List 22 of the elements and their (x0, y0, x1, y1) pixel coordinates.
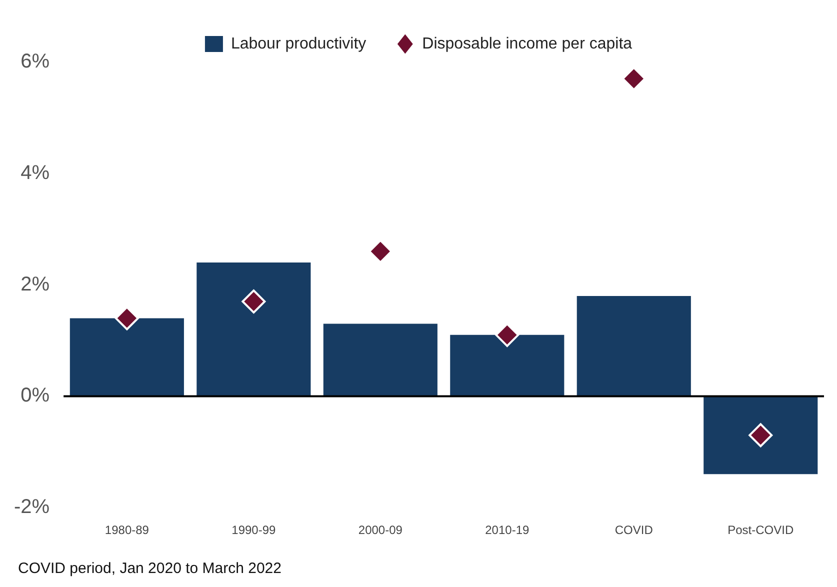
text: COVID period, Jan 2020 to March 2022 (17, 560, 282, 577)
bar (196, 262, 311, 396)
y-tick-label: -2% (14, 496, 50, 518)
x-tick-label: COVID (614, 523, 654, 538)
y-tick-label: 4% (20, 162, 50, 184)
bar (70, 318, 184, 396)
x-tick-label: 1980-89 (104, 523, 150, 538)
bar (704, 396, 818, 474)
x-tick-label: 1990-99 (232, 523, 276, 538)
y-tick-label: 6% (20, 50, 50, 73)
bar (576, 296, 691, 396)
y-tick-label: 2% (20, 273, 50, 296)
x-tick-label: Post-COVID (728, 523, 794, 538)
legend-label: Disposable income per capita (422, 35, 632, 52)
point (748, 423, 773, 448)
bar (450, 334, 564, 396)
bar (323, 324, 438, 396)
x-tick-label: 2010-19 (485, 523, 530, 538)
point (242, 290, 266, 314)
legend-label: Labour productivity (230, 35, 366, 52)
y-tick-label: 0% (20, 384, 50, 407)
x-tick-label: 2000-09 (358, 523, 403, 538)
